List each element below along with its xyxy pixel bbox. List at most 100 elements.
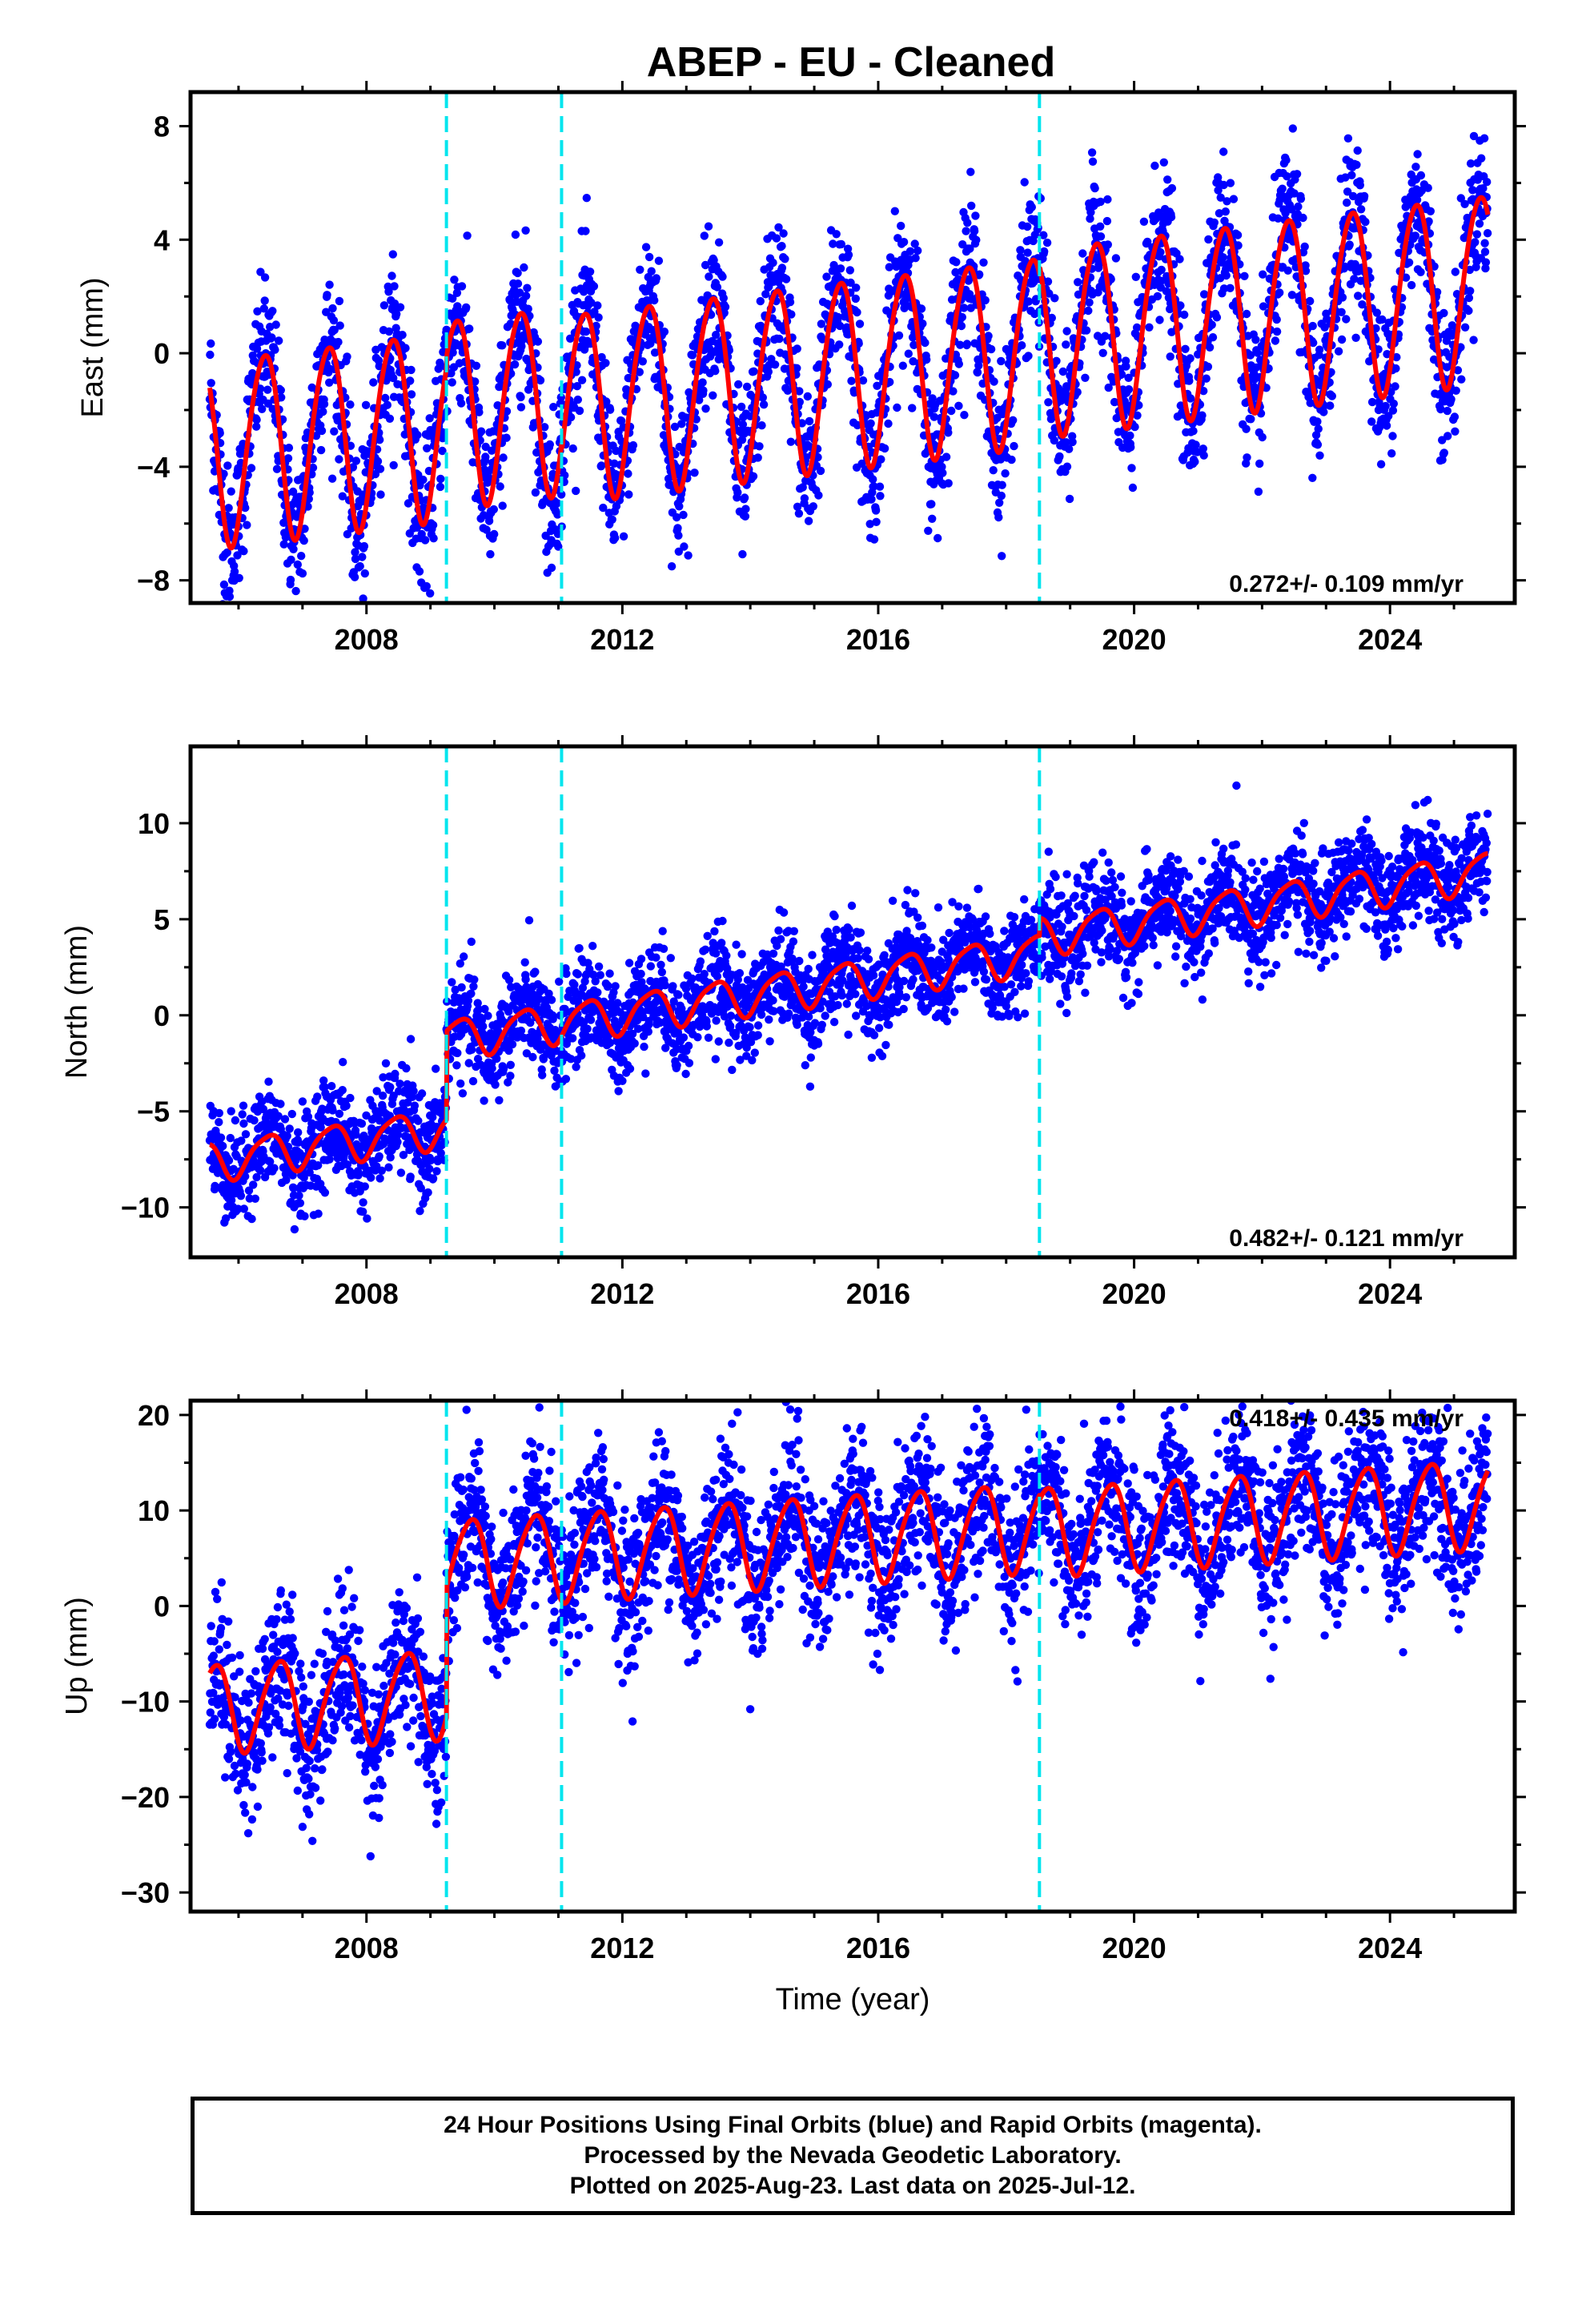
data-point	[1052, 356, 1061, 365]
data-point	[673, 524, 682, 533]
data-point	[813, 452, 822, 462]
data-point	[215, 1118, 223, 1127]
data-point	[460, 952, 468, 961]
data-point	[927, 500, 936, 509]
data-point	[1181, 344, 1190, 353]
data-point	[690, 468, 699, 477]
data-point	[1122, 362, 1130, 371]
data-point	[1351, 333, 1360, 342]
data-point	[640, 1042, 648, 1051]
data-point	[1343, 198, 1351, 207]
data-point	[1308, 473, 1317, 482]
data-point	[390, 282, 399, 291]
data-point	[1124, 385, 1134, 394]
data-point	[1065, 494, 1074, 504]
data-point	[1411, 231, 1420, 240]
data-point	[1464, 306, 1473, 316]
data-point	[488, 1063, 496, 1073]
data-point	[523, 283, 532, 292]
data-point	[510, 360, 520, 369]
data-point	[277, 393, 286, 402]
data-point	[406, 1172, 415, 1181]
data-point	[1127, 464, 1136, 472]
data-point	[555, 977, 564, 987]
data-point	[972, 235, 981, 244]
data-point	[612, 446, 620, 456]
data-point	[521, 226, 530, 235]
data-point	[406, 1035, 416, 1043]
data-point	[562, 969, 571, 979]
data-point	[361, 400, 371, 409]
data-point	[577, 376, 587, 384]
data-point	[942, 452, 951, 461]
data-point	[749, 367, 758, 376]
data-point	[624, 959, 634, 967]
data-point	[1480, 239, 1489, 247]
data-point	[1388, 432, 1397, 440]
data-point	[680, 542, 689, 551]
data-point	[1326, 401, 1335, 410]
data-point	[335, 321, 344, 330]
data-point	[553, 510, 562, 519]
data-point	[1469, 336, 1478, 344]
data-point	[448, 294, 457, 303]
data-point	[779, 229, 788, 238]
data-point	[289, 545, 298, 553]
data-point	[249, 1180, 258, 1189]
data-point	[572, 1063, 580, 1072]
data-point	[1300, 242, 1309, 251]
plot-area	[205, 124, 1492, 603]
data-point	[317, 426, 327, 436]
data-point	[375, 362, 383, 371]
data-point	[511, 230, 520, 239]
plot-area	[205, 781, 1492, 1234]
data-point	[1483, 178, 1492, 187]
data-point	[424, 1188, 432, 1197]
data-point	[528, 1052, 537, 1062]
data-point	[602, 397, 611, 406]
data-point	[688, 351, 697, 360]
data-point	[568, 444, 577, 453]
data-point	[406, 376, 415, 385]
data-point	[207, 339, 215, 348]
data-point	[428, 521, 438, 529]
data-point	[636, 969, 645, 979]
data-point	[764, 368, 773, 376]
data-point	[404, 499, 413, 508]
data-point	[924, 526, 933, 535]
data-point	[335, 296, 344, 306]
data-point	[580, 287, 588, 296]
data-point	[227, 1107, 235, 1116]
data-point	[241, 503, 250, 513]
data-point	[962, 340, 972, 348]
data-point	[489, 505, 498, 514]
data-point	[252, 416, 261, 424]
data-point	[1282, 155, 1291, 165]
data-point	[938, 468, 947, 477]
data-point	[650, 348, 660, 357]
data-point	[1314, 424, 1323, 433]
data-point	[636, 265, 644, 274]
data-point	[581, 327, 591, 336]
data-point	[359, 541, 369, 551]
data-point	[605, 405, 615, 414]
rate-annotation: 0.272+/- 0.109 mm/yr	[1229, 571, 1464, 597]
data-point	[320, 1188, 330, 1197]
data-point	[981, 296, 990, 305]
data-point	[1299, 213, 1307, 223]
data-point	[1208, 333, 1218, 342]
data-point	[1259, 302, 1268, 311]
data-point	[625, 1064, 635, 1073]
data-point	[1337, 308, 1346, 316]
data-point	[973, 368, 982, 377]
data-point	[402, 1063, 411, 1073]
data-point	[1359, 191, 1369, 201]
data-point	[575, 943, 584, 953]
data-point	[438, 446, 447, 456]
data-point	[363, 1214, 371, 1223]
data-point	[413, 431, 422, 440]
data-point	[414, 1116, 423, 1125]
data-point	[255, 384, 265, 393]
data-point	[709, 255, 718, 265]
data-point	[1258, 432, 1267, 442]
